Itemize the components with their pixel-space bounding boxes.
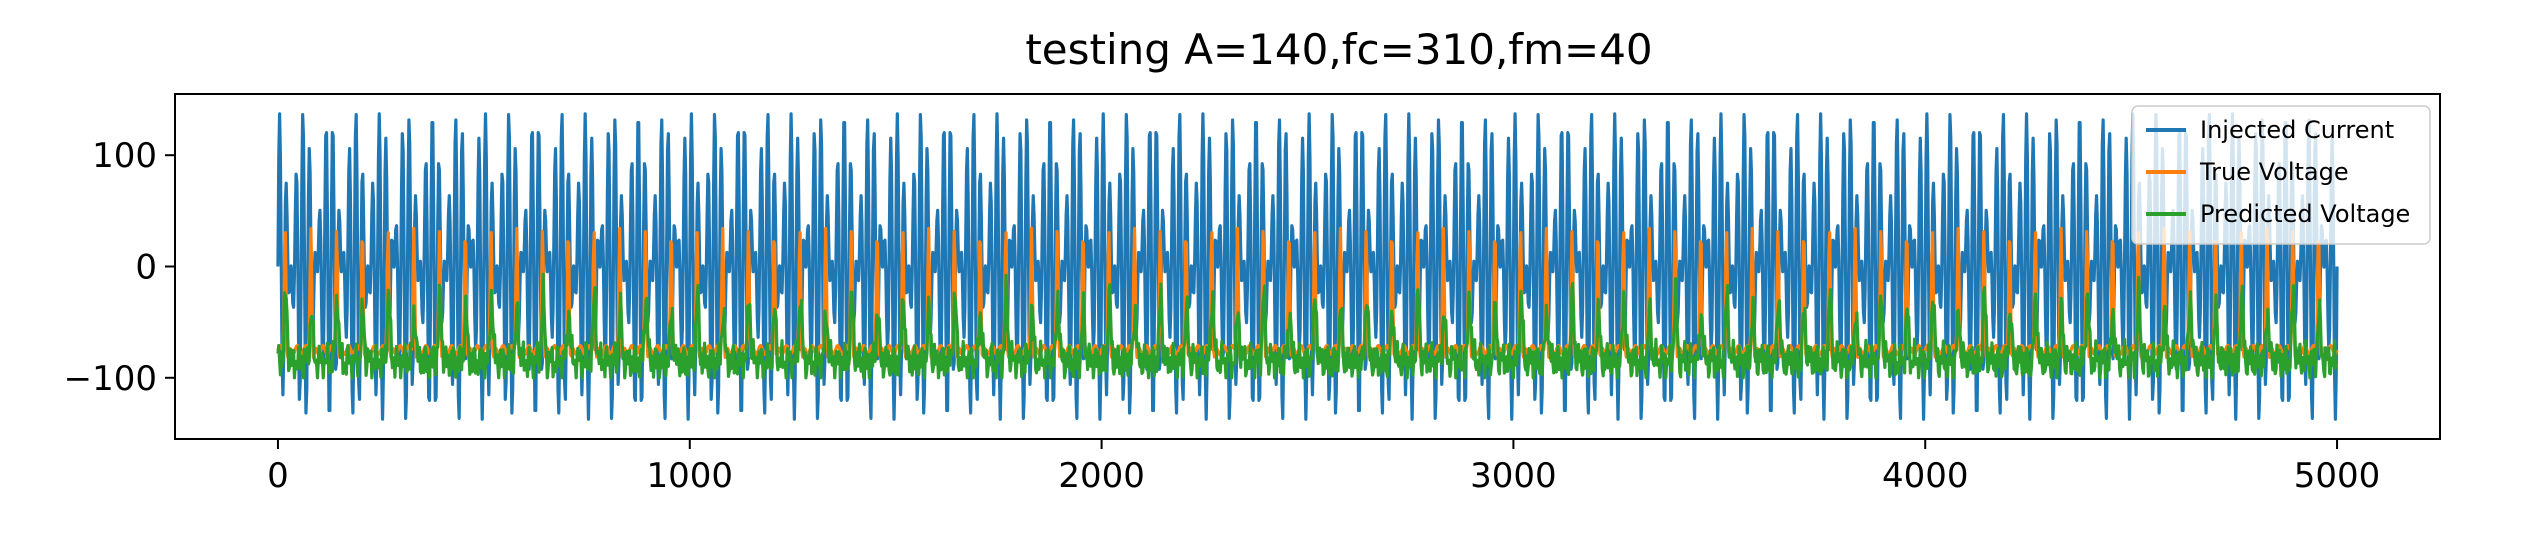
- x-tick-label: 1000: [647, 456, 734, 496]
- y-tick-label: 0: [135, 248, 157, 288]
- legend-box: [2131, 105, 2431, 245]
- y-tick-label: 100: [92, 136, 157, 176]
- legend-label-true-voltage: True Voltage: [2199, 158, 2349, 186]
- x-tick-label: 5000: [2294, 456, 2381, 496]
- legend: Injected Current True Voltage Predicted …: [2131, 105, 2431, 245]
- x-tick-label: 0: [267, 456, 289, 496]
- plot-lines: [276, 112, 2339, 421]
- legend-label-injected-current: Injected Current: [2200, 116, 2394, 144]
- y-axis: −100 0 100: [64, 136, 175, 399]
- legend-label-predicted-voltage: Predicted Voltage: [2200, 200, 2410, 228]
- chart-title: testing A=140,fc=310,fm=40: [1025, 25, 1652, 74]
- x-axis: 0 1000 2000 3000 4000 5000: [267, 439, 2380, 496]
- series-line-injected-current: [276, 112, 2339, 421]
- x-tick-label: 4000: [1882, 456, 1969, 496]
- x-tick-label: 2000: [1058, 456, 1145, 496]
- x-tick-label: 3000: [1470, 456, 1557, 496]
- y-tick-label: −100: [64, 359, 157, 399]
- series-line-predicted-voltage: [276, 272, 2339, 380]
